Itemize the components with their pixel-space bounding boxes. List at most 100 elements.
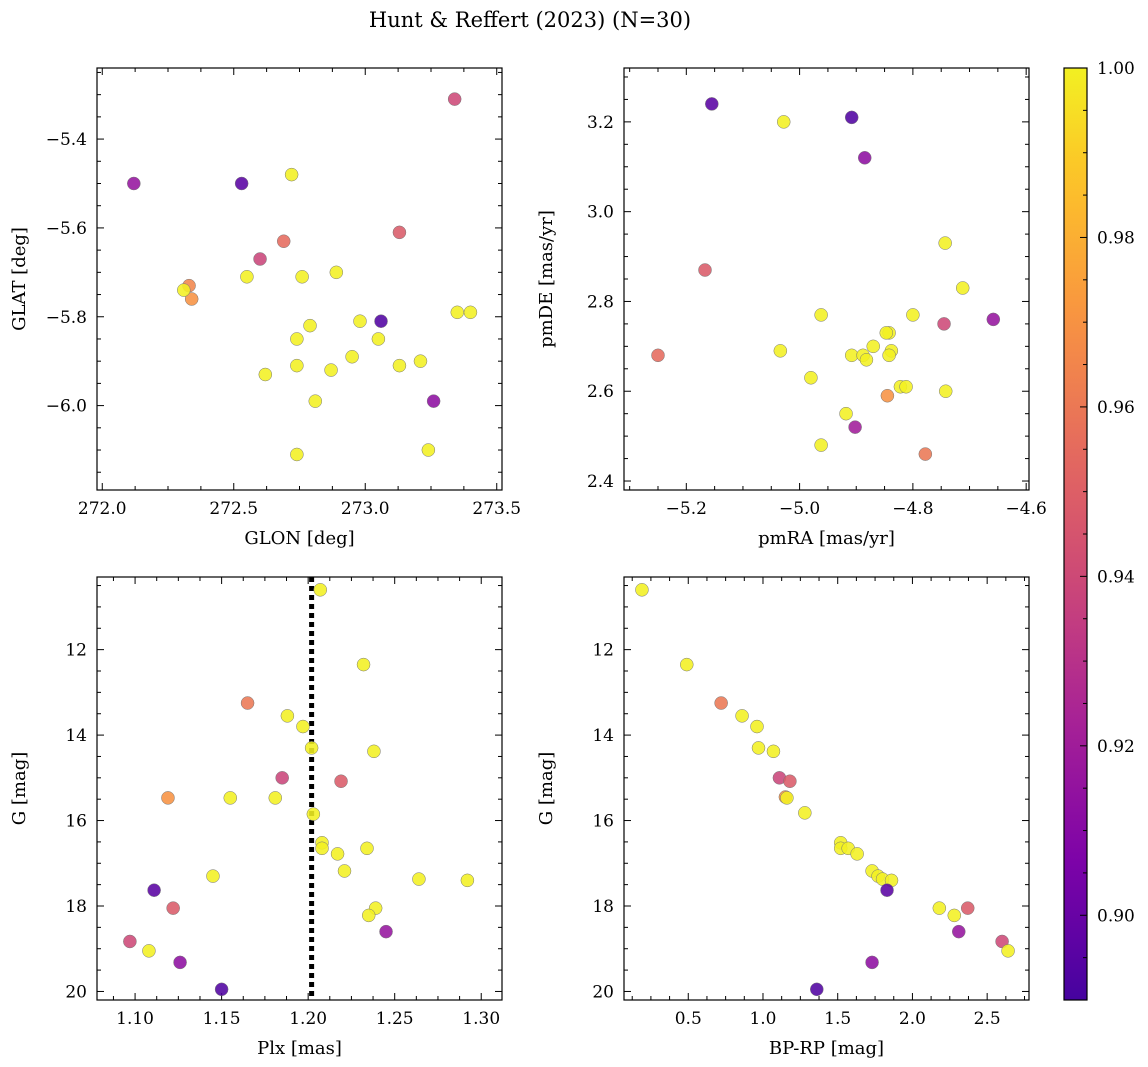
data-point <box>337 864 352 878</box>
data-point <box>280 709 295 723</box>
data-point <box>850 847 864 861</box>
x-tick-label: 1.10 <box>116 1009 154 1029</box>
data-point <box>303 318 317 333</box>
data-point <box>880 883 894 897</box>
y-tick-label: 16 <box>65 812 87 832</box>
colorbar: 0.90 0.92 0.94 0.96 0.98 1.00 <box>1063 59 1135 1001</box>
points <box>635 583 1015 997</box>
x-tick-label: 2.0 <box>899 1009 926 1029</box>
data-point <box>240 696 255 710</box>
y-tick-label: 12 <box>65 641 87 661</box>
data-point <box>356 657 371 672</box>
data-point <box>848 420 862 434</box>
data-point <box>751 741 766 755</box>
data-point <box>206 869 220 883</box>
data-point <box>374 314 388 328</box>
data-point <box>308 394 323 408</box>
data-point <box>123 934 137 949</box>
data-point <box>937 317 951 331</box>
data-point <box>296 719 310 734</box>
data-point <box>1001 944 1015 958</box>
data-point <box>184 292 199 306</box>
x-axis-label: GLON [deg] <box>244 528 354 549</box>
points <box>123 583 475 997</box>
data-point <box>334 774 348 788</box>
data-point <box>705 97 719 111</box>
y-tick-label: 12 <box>592 641 614 661</box>
data-point <box>960 901 975 915</box>
data-point <box>844 348 859 363</box>
y-tick-label: 3.2 <box>587 113 614 133</box>
data-point <box>750 719 764 734</box>
x-tick-label: 273.5 <box>472 499 521 519</box>
data-point <box>284 167 299 182</box>
data-point <box>635 583 649 597</box>
y-tick-label: −5.6 <box>46 219 87 239</box>
data-point <box>839 406 853 421</box>
y-axis-label: G [mag] <box>536 752 557 825</box>
data-point <box>882 348 896 363</box>
data-point <box>814 308 828 322</box>
data-point <box>315 841 329 856</box>
x-tick-label: −5.0 <box>779 499 820 519</box>
data-point <box>161 791 175 805</box>
data-point <box>330 847 345 861</box>
tick-marks <box>97 68 502 490</box>
data-point <box>392 225 407 240</box>
points <box>651 97 1001 461</box>
data-point <box>275 771 289 785</box>
data-point <box>127 176 141 191</box>
data-point <box>147 883 161 897</box>
data-point <box>329 265 344 280</box>
data-point <box>253 252 267 266</box>
scatter-panel-1: 272.0 272.5 273.0 273.5 −6.0 −5.8 −5.6 −5.4 GLON… <box>9 67 521 549</box>
data-point <box>450 305 465 320</box>
data-point <box>268 791 283 805</box>
scatter-panel-2: −5.2 −5.0 −4.8 −4.6 2.4 2.6 2.8 3.0 3.2 pmRA [mas… <box>536 67 1047 549</box>
data-point <box>166 901 180 915</box>
data-point <box>932 901 947 915</box>
x-axis-label: pmRA [mas/yr] <box>758 528 895 549</box>
data-point <box>142 944 156 958</box>
y-axis-label: GLAT [deg] <box>9 227 30 331</box>
y-tick-label: 16 <box>592 812 614 832</box>
y-tick-label: −6.0 <box>46 397 87 417</box>
data-point <box>776 115 791 129</box>
data-point <box>324 363 338 377</box>
data-point <box>173 955 187 970</box>
data-point <box>798 806 812 820</box>
data-point <box>938 384 953 398</box>
data-point <box>899 379 913 394</box>
x-tick-label: 1.5 <box>824 1009 851 1029</box>
data-point <box>844 110 859 125</box>
data-point <box>859 353 874 367</box>
data-point <box>214 982 229 997</box>
data-point <box>766 744 781 759</box>
data-point <box>353 314 367 328</box>
y-tick-label: −5.4 <box>46 130 87 150</box>
data-point <box>947 908 962 923</box>
x-tick-label: 272.0 <box>78 499 127 519</box>
data-point <box>814 438 828 452</box>
data-point <box>866 339 880 354</box>
data-point <box>680 657 694 672</box>
data-point <box>783 774 797 788</box>
data-point <box>651 348 665 363</box>
y-tick-label: 18 <box>65 897 87 917</box>
tick-marks <box>624 68 1029 490</box>
data-point <box>234 176 249 191</box>
colorbar-tick-label: 0.96 <box>1097 398 1135 418</box>
data-point <box>698 263 712 277</box>
y-axis-label: pmDE [mas/yr] <box>536 210 557 348</box>
data-point <box>773 344 788 358</box>
x-tick-label: 1.0 <box>749 1009 776 1029</box>
data-point <box>918 447 933 461</box>
colorbar-tick-label: 0.92 <box>1097 737 1135 757</box>
x-tick-label: 1.15 <box>203 1009 241 1029</box>
y-tick-label: −5.8 <box>46 308 87 328</box>
data-point <box>780 791 794 805</box>
x-tick-label: −4.6 <box>1006 499 1047 519</box>
tick-marks <box>97 577 502 1000</box>
data-point <box>880 388 895 403</box>
